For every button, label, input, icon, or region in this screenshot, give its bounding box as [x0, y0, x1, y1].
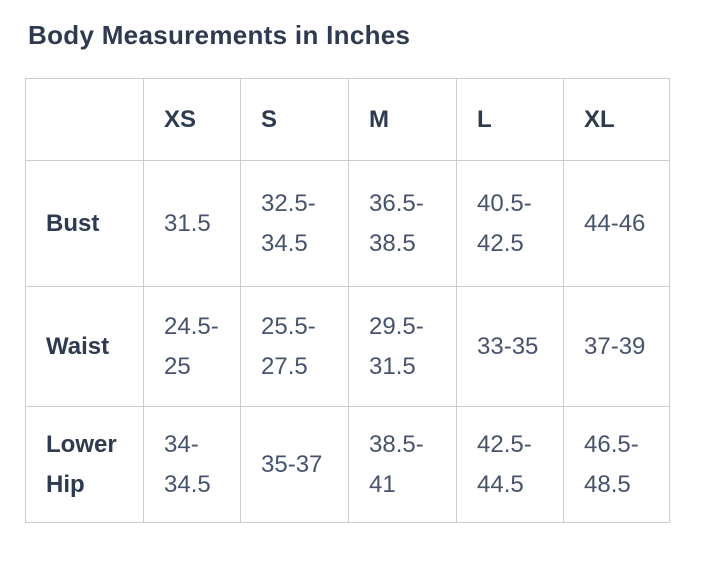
- cell-lower-hip-xl: 46.5- 48.5: [563, 406, 670, 523]
- row-label-waist: Waist: [25, 286, 144, 407]
- column-header-m: M: [348, 78, 457, 161]
- cell-waist-s: 25.5- 27.5: [240, 286, 349, 407]
- page-title: Body Measurements in Inches: [28, 20, 411, 50]
- cell-bust-xs: 31.5: [143, 160, 241, 287]
- corner-cell: [25, 78, 144, 161]
- row-label-lower-hip: Lower Hip: [25, 406, 144, 523]
- table-row-waist: Waist 24.5- 25 25.5- 27.5 29.5- 31.5 33-…: [25, 286, 670, 407]
- cell-waist-l: 33-35: [456, 286, 564, 407]
- cell-waist-xl: 37-39: [563, 286, 670, 407]
- table-row-lower-hip: Lower Hip 34- 34.5 35-37 38.5- 41 42.5- …: [25, 406, 670, 523]
- table-row-bust: Bust 31.5 32.5- 34.5 36.5- 38.5 40.5- 42…: [25, 160, 670, 287]
- cell-bust-m: 36.5- 38.5: [348, 160, 457, 287]
- column-header-xs: XS: [143, 78, 241, 161]
- cell-bust-l: 40.5- 42.5: [456, 160, 564, 287]
- row-label-bust: Bust: [25, 160, 144, 287]
- column-header-s: S: [240, 78, 349, 161]
- page: Body Measurements in Inches XS S M L XL …: [25, 20, 670, 523]
- cell-lower-hip-xs: 34- 34.5: [143, 406, 241, 523]
- cell-lower-hip-m: 38.5- 41: [348, 406, 457, 523]
- table-header: XS S M L XL: [25, 78, 670, 161]
- cell-bust-s: 32.5- 34.5: [240, 160, 349, 287]
- column-header-xl: XL: [563, 78, 670, 161]
- table-body: Bust 31.5 32.5- 34.5 36.5- 38.5 40.5- 42…: [25, 160, 670, 523]
- cell-lower-hip-l: 42.5- 44.5: [456, 406, 564, 523]
- cell-waist-xs: 24.5- 25: [143, 286, 241, 407]
- body-measurements-table: XS S M L XL Bust 31.5 32.5- 34.5 36.5- 3…: [25, 78, 670, 523]
- cell-waist-m: 29.5- 31.5: [348, 286, 457, 407]
- cell-bust-xl: 44-46: [563, 160, 670, 287]
- column-header-l: L: [456, 78, 564, 161]
- header-row: XS S M L XL: [25, 78, 670, 161]
- cell-lower-hip-s: 35-37: [240, 406, 349, 523]
